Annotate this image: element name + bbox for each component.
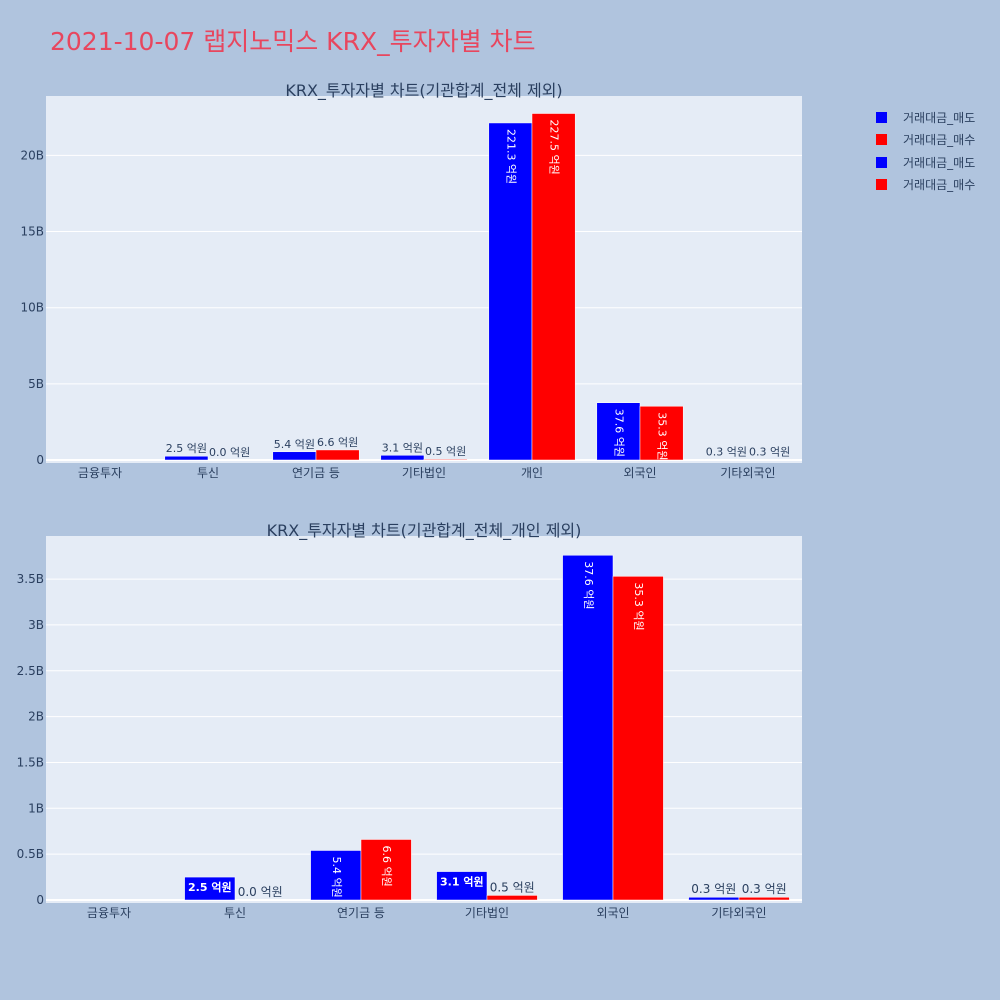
bar-value-label: 37.6 억원 xyxy=(612,409,625,457)
bar-sell xyxy=(272,451,317,461)
y-tick-label: 0 xyxy=(36,893,44,907)
legend-item-buy-1[interactable]: 거래대금_매수 xyxy=(876,129,975,152)
x-tick-label: 연기금 등 xyxy=(292,466,340,480)
bar-value-label: 35.3 억원 xyxy=(656,412,669,460)
legend-item-sell-1[interactable]: 거래대금_매도 xyxy=(876,106,975,129)
bar-value-label: 227.5 억원 xyxy=(548,120,561,175)
legend-swatch xyxy=(876,156,887,168)
legend-swatch xyxy=(876,179,887,191)
bar-buy xyxy=(486,895,538,901)
bar-value-label: 3.1 억원 xyxy=(382,441,423,454)
bar-buy xyxy=(738,896,790,901)
y-tick-label: 15B xyxy=(20,225,44,239)
bar-sell xyxy=(596,402,641,461)
bar-sell xyxy=(184,876,236,901)
y-tick-label: 2B xyxy=(28,710,44,724)
x-tick-label: 기타법인 xyxy=(402,466,446,480)
bar-value-label: 0.0 억원 xyxy=(238,885,283,899)
subplot-title: KRX_투자자별 차트(기관합계_전체 제외) xyxy=(285,81,562,101)
bar-sell xyxy=(688,896,740,901)
bar-buy xyxy=(639,405,684,461)
legend-label: 거래대금_매도 xyxy=(903,110,976,125)
y-tick-label: 5B xyxy=(28,377,44,391)
bar-buy xyxy=(531,113,576,461)
y-tick-label: 1B xyxy=(28,801,44,815)
legend-swatch xyxy=(876,134,887,146)
bar-value-label: 6.6 억원 xyxy=(317,436,358,449)
bar-value-label: 0.3 억원 xyxy=(742,882,787,896)
x-tick-label: 외국인 xyxy=(623,466,656,480)
bar-buy xyxy=(612,576,664,901)
x-tick-label: 금융투자 xyxy=(78,466,122,480)
bar-value-label: 221.3 억원 xyxy=(504,129,517,184)
bar-value-label: 2.5 억원 xyxy=(188,880,232,894)
y-tick-label: 3B xyxy=(28,618,44,632)
x-tick-label: 기타법인 xyxy=(465,906,509,920)
legend-label: 거래대금_매도 xyxy=(903,155,976,170)
y-tick-label: 10B xyxy=(20,301,44,315)
bar-value-label: 2.5 억원 xyxy=(166,442,207,455)
bar-sell xyxy=(380,455,425,461)
x-tick-label: 기타외국인 xyxy=(711,906,766,920)
legend-label: 거래대금_매수 xyxy=(903,133,976,148)
y-tick-label: 1.5B xyxy=(17,755,44,769)
x-tick-label: 투신 xyxy=(224,906,246,920)
y-tick-label: 2.5B xyxy=(17,664,44,678)
y-tick-label: 0.5B xyxy=(17,847,44,861)
x-tick-label: 금융투자 xyxy=(87,906,131,920)
legend: 거래대금_매도 거래대금_매수 거래대금_매도 거래대금_매수 xyxy=(876,106,975,196)
subplot-title: KRX_투자자별 차트(기관합계_전체_개인 제외) xyxy=(267,521,582,541)
y-tick-label: 20B xyxy=(20,148,44,162)
bar-value-label: 5.4 억원 xyxy=(274,438,315,451)
bar-value-label: 0.3 억원 xyxy=(749,446,790,459)
bar-sell xyxy=(488,122,533,461)
bar-buy xyxy=(315,449,360,461)
bar-value-label: 5.4 억원 xyxy=(330,856,343,897)
plot-area xyxy=(46,96,802,463)
bar-value-label: 0.5 억원 xyxy=(490,880,535,894)
legend-label: 거래대금_매수 xyxy=(903,178,976,193)
bar-value-label: 0.3 억원 xyxy=(706,446,747,459)
legend-item-buy-2[interactable]: 거래대금_매수 xyxy=(876,174,975,197)
x-tick-label: 연기금 등 xyxy=(337,906,385,920)
bar-value-label: 6.6 억원 xyxy=(380,845,393,886)
bar-buy xyxy=(360,839,412,901)
y-tick-label: 0 xyxy=(36,453,44,467)
legend-item-sell-2[interactable]: 거래대금_매도 xyxy=(876,151,975,174)
bar-sell xyxy=(562,555,614,901)
bar-buy xyxy=(423,458,468,461)
bar-value-label: 3.1 억원 xyxy=(440,875,484,889)
bar-value-label: 0.3 억원 xyxy=(691,882,736,896)
y-tick-label: 3.5B xyxy=(17,572,44,586)
bar-value-label: 37.6 억원 xyxy=(582,561,595,609)
page-title: 2021-10-07 랩지노믹스 KRX_투자자별 차트 xyxy=(50,27,536,56)
bar-value-label: 0.0 억원 xyxy=(209,446,250,459)
bar-value-label: 0.5 억원 xyxy=(425,445,466,458)
x-tick-label: 외국인 xyxy=(596,906,629,920)
plot-area xyxy=(46,536,802,903)
bar-value-label: 35.3 억원 xyxy=(632,582,645,630)
x-tick-label: 기타외국인 xyxy=(720,466,775,480)
x-tick-label: 투신 xyxy=(197,466,219,480)
x-tick-label: 개인 xyxy=(521,466,543,480)
bar-sell xyxy=(436,871,488,901)
legend-swatch xyxy=(876,111,887,123)
bar-sell xyxy=(164,455,209,461)
bar-sell xyxy=(310,850,362,901)
